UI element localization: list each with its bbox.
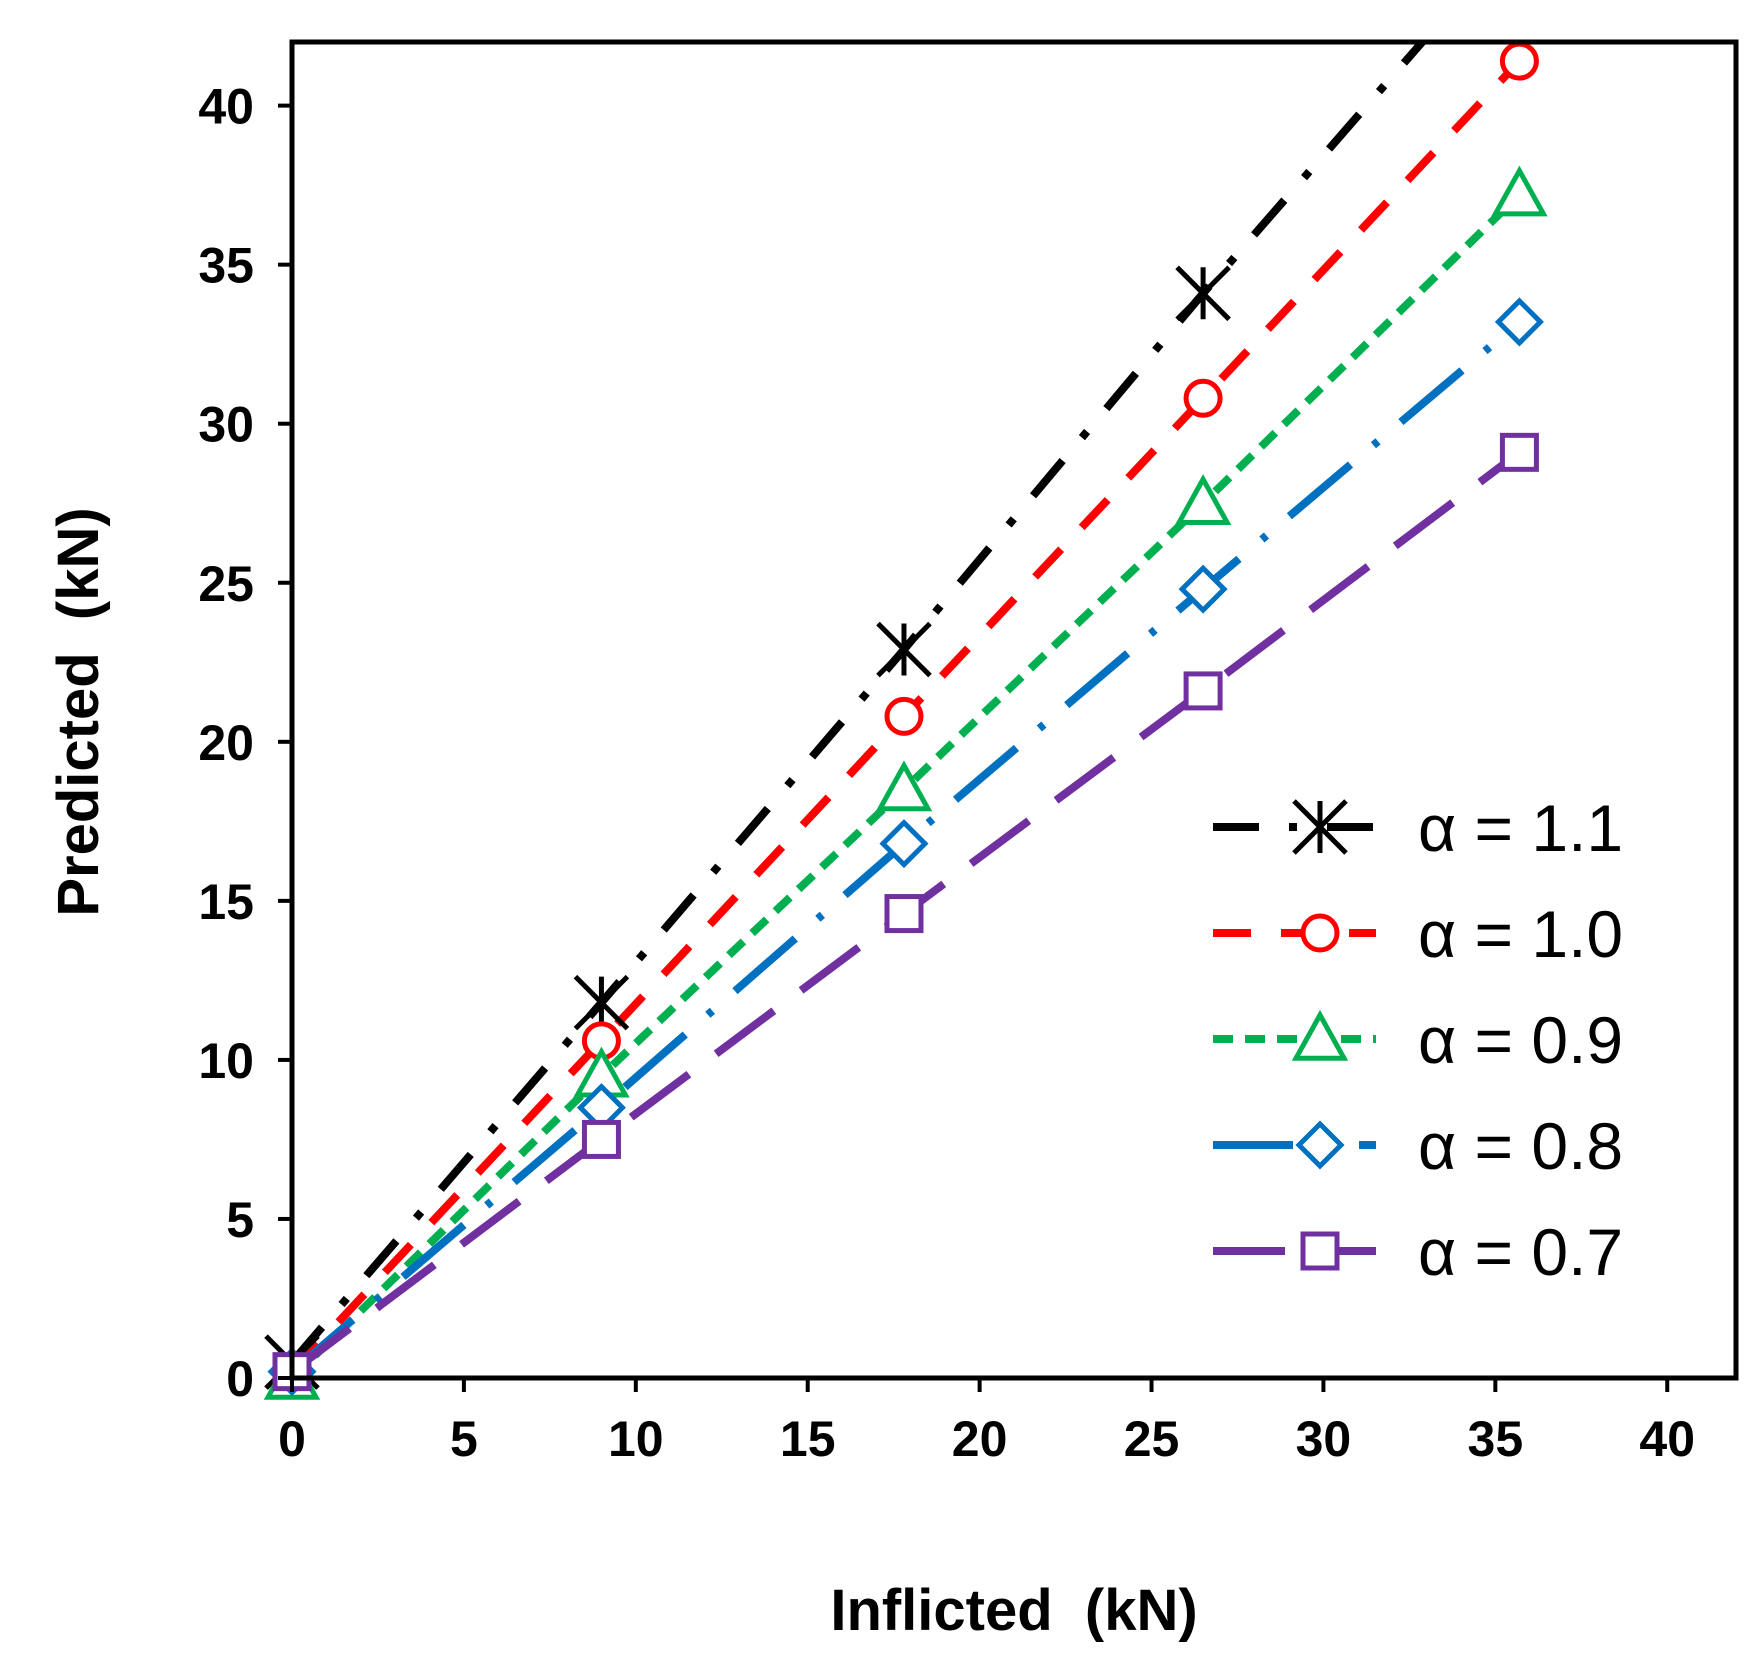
plot-frame xyxy=(289,39,1739,1381)
legend-marker xyxy=(1292,799,1348,855)
data-point xyxy=(875,760,933,812)
data-point xyxy=(1499,41,1539,81)
legend-label: α = 1.1 xyxy=(1418,791,1623,865)
data-point xyxy=(1174,474,1232,525)
y-tick-label: 35 xyxy=(198,238,254,294)
x-tick-label: 15 xyxy=(780,1411,836,1467)
legend-label: α = 0.7 xyxy=(1418,1215,1623,1289)
legend-marker xyxy=(1291,1009,1349,1061)
y-axis-title: Predicted (kN) xyxy=(46,507,111,916)
x-tick-label: 20 xyxy=(952,1411,1008,1467)
data-point xyxy=(573,974,630,1031)
x-tick-label: 5 xyxy=(450,1411,478,1467)
data-point xyxy=(1183,671,1223,711)
x-tick-label: 10 xyxy=(608,1411,664,1467)
marker-layer xyxy=(263,41,1548,1400)
x-tick-label: 0 xyxy=(278,1411,306,1467)
data-point xyxy=(876,621,932,678)
y-tick-label: 5 xyxy=(226,1192,254,1248)
x-tick-label: 30 xyxy=(1296,1411,1352,1467)
data-point xyxy=(1499,432,1539,472)
y-tick-label: 15 xyxy=(198,874,254,930)
data-point xyxy=(879,819,929,869)
x-tick-label: 25 xyxy=(1124,1411,1180,1467)
x-tick-label: 35 xyxy=(1468,1411,1524,1467)
y-tick-label: 30 xyxy=(198,397,254,453)
legend-label: α = 0.9 xyxy=(1418,1003,1623,1077)
data-point xyxy=(1178,564,1228,614)
legend-label: α = 1.0 xyxy=(1418,897,1623,971)
data-point xyxy=(884,894,924,934)
legend-marker xyxy=(1300,913,1340,953)
legend-marker xyxy=(1295,1120,1345,1170)
axis-layer: 0 5 10 15 20 25 30 35 40 0 5 10 15 20 25 30 35 40 xyxy=(198,79,1695,1467)
data-point xyxy=(1175,265,1231,322)
y-tick-label: 40 xyxy=(198,79,254,135)
data-point xyxy=(581,1119,621,1159)
legend-marker xyxy=(1300,1231,1340,1271)
y-tick-label: 10 xyxy=(198,1033,254,1089)
data-point xyxy=(1494,297,1544,347)
x-tick-label: 40 xyxy=(1639,1411,1695,1467)
data-point xyxy=(1183,378,1223,418)
y-tick-label: 20 xyxy=(198,715,254,771)
legend-label: α = 0.8 xyxy=(1418,1109,1623,1183)
data-point xyxy=(1491,165,1548,217)
legend: α = 1.1 α = 1.0 α = 0.9 α = 0.8 α = 0.7 xyxy=(1213,791,1623,1289)
y-tick-label: 0 xyxy=(226,1351,254,1407)
x-axis-title: Inflicted (kN) xyxy=(830,1578,1197,1643)
data-point xyxy=(884,696,924,736)
y-tick-label: 25 xyxy=(198,556,254,612)
